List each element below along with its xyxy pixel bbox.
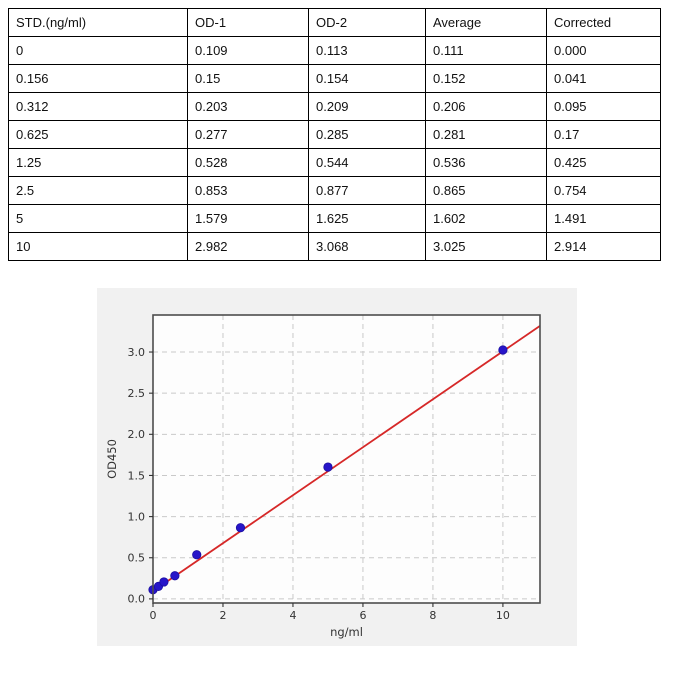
table-cell: 0.152	[425, 64, 547, 93]
table-cell: 2.982	[187, 232, 309, 261]
table-cell: 0.15	[187, 64, 309, 93]
table-cell: 2.914	[546, 232, 661, 261]
table-row: 2.5 0.853 0.877 0.865 0.754	[8, 176, 661, 205]
data-point	[192, 550, 202, 560]
y-tick-label: 2.0	[128, 428, 146, 441]
table-cell: 0.865	[425, 176, 547, 205]
table-cell: 1.602	[425, 204, 547, 233]
table-cell: 0.17	[546, 120, 661, 149]
table-row: 10 2.982 3.068 3.025 2.914	[8, 232, 661, 261]
table-cell: 0.041	[546, 64, 661, 93]
table-cell: 3.025	[425, 232, 547, 261]
y-tick-label: 1.0	[128, 510, 146, 523]
table-cell: 10	[8, 232, 188, 261]
y-tick-label: 0.5	[128, 552, 146, 565]
table-cell: 0.285	[308, 120, 426, 149]
standard-curve-figure: 0 2 4 6 8 10 0.0 0.5 1.0 1.5 2.0 2.5 3.0 ng/ml OD450	[97, 288, 577, 646]
table-cell: 1.579	[187, 204, 309, 233]
table-header-cell: STD.(ng/ml)	[8, 8, 188, 37]
table-row: 0 0.109 0.113 0.111 0.000	[8, 36, 661, 65]
table-header-cell: Corrected	[546, 8, 661, 37]
data-point	[159, 577, 169, 587]
table-cell: 0.277	[187, 120, 309, 149]
table-header-cell: Average	[425, 8, 547, 37]
table-cell: 0.000	[546, 36, 661, 65]
y-tick-label: 0.0	[128, 593, 146, 606]
data-point	[498, 345, 508, 355]
table-cell: 3.068	[308, 232, 426, 261]
table-cell: 0.095	[546, 92, 661, 121]
y-tick-label: 3.0	[128, 346, 146, 359]
y-tick-label: 1.5	[128, 469, 146, 482]
table-cell: 0.154	[308, 64, 426, 93]
table-header-row: STD.(ng/ml) OD-1 OD-2 Average Corrected	[8, 8, 661, 37]
table-cell: 0.528	[187, 148, 309, 177]
table-cell: 0.206	[425, 92, 547, 121]
table-row: 5 1.579 1.625 1.602 1.491	[8, 204, 661, 233]
table-cell: 0.425	[546, 148, 661, 177]
table-cell: 0.544	[308, 148, 426, 177]
table-cell: 0.209	[308, 92, 426, 121]
x-axis-label: ng/ml	[330, 625, 363, 639]
table-cell: 5	[8, 204, 188, 233]
x-tick-label: 8	[429, 609, 436, 622]
table-cell: 0.109	[187, 36, 309, 65]
table-cell: 0.203	[187, 92, 309, 121]
table-cell: 0.312	[8, 92, 188, 121]
table-cell: 0.536	[425, 148, 547, 177]
axes-spines	[152, 314, 541, 604]
y-axis-label: OD450	[105, 439, 119, 479]
table-header-cell: OD-2	[308, 8, 426, 37]
table-cell: 1.491	[546, 204, 661, 233]
table-cell: 0	[8, 36, 188, 65]
table-cell: 1.625	[308, 204, 426, 233]
table-cell: 0.281	[425, 120, 547, 149]
table-cell: 1.25	[8, 148, 188, 177]
table-cell: 0.625	[8, 120, 188, 149]
table-cell: 0.113	[308, 36, 426, 65]
table-row: 0.625 0.277 0.285 0.281 0.17	[8, 120, 661, 149]
table-cell: 0.156	[8, 64, 188, 93]
table-cell: 0.754	[546, 176, 661, 205]
x-tick-label: 4	[289, 609, 296, 622]
table-cell: 0.111	[425, 36, 547, 65]
y-tick-label: 2.5	[128, 387, 146, 400]
table-cell: 0.877	[308, 176, 426, 205]
table-cell: 2.5	[8, 176, 188, 205]
data-point	[235, 523, 246, 533]
standard-curve-chart: 0 2 4 6 8 10 0.0 0.5 1.0 1.5 2.0 2.5 3.0 ng/ml OD450	[105, 314, 541, 639]
x-tick-label: 10	[496, 609, 510, 622]
x-tick-label: 6	[359, 609, 366, 622]
fit-line	[152, 325, 541, 592]
table-row: 1.25 0.528 0.544 0.536 0.425	[8, 148, 661, 177]
data-point	[170, 571, 180, 581]
table-row: 0.312 0.203 0.209 0.206 0.095	[8, 92, 661, 121]
table-cell: 0.853	[187, 176, 309, 205]
standard-data-table: STD.(ng/ml) OD-1 OD-2 Average Corrected 0 0.1…	[8, 8, 661, 261]
x-tick-label: 0	[150, 609, 157, 622]
data-point	[323, 462, 333, 472]
table-header-cell: OD-1	[187, 8, 309, 37]
table-row: 0.156 0.15 0.154 0.152 0.041	[8, 64, 661, 93]
x-tick-label: 2	[219, 609, 226, 622]
